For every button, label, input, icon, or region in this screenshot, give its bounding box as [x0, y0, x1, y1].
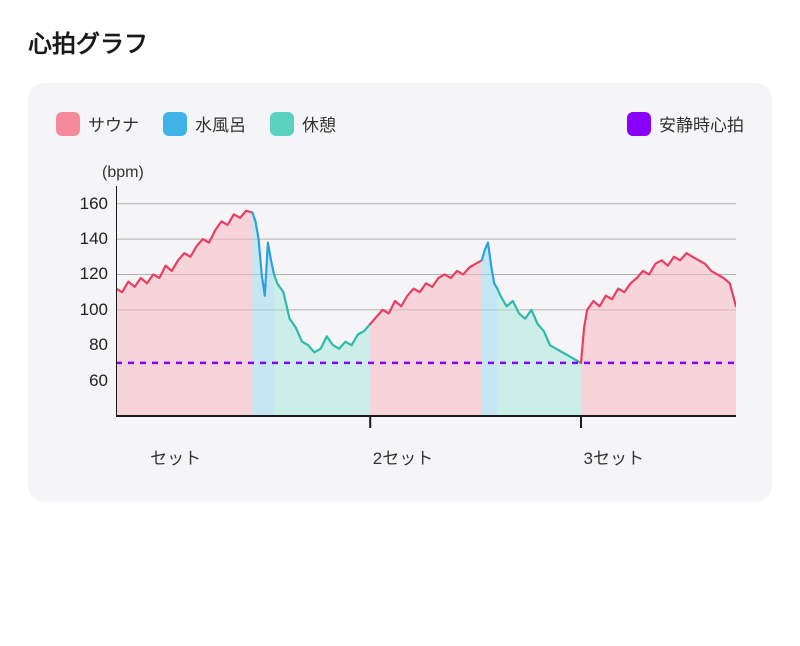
swatch-resting	[627, 112, 651, 136]
y-tick-label: 60	[89, 371, 108, 391]
legend-label-resting: 安静時心拍	[659, 111, 744, 136]
swatch-rest	[270, 112, 294, 136]
y-tick-label: 80	[89, 335, 108, 355]
y-tick-label: 120	[80, 264, 108, 284]
x-tick-label: 3セット	[584, 444, 644, 469]
y-tick-label: 140	[80, 229, 108, 249]
legend-label-sauna: サウナ	[88, 111, 139, 136]
x-tick-label: 2セット	[373, 444, 433, 469]
legend: サウナ 水風呂 休憩 安静時心拍	[56, 111, 744, 136]
legend-item-cold: 水風呂	[163, 111, 246, 136]
chart-svg	[116, 186, 736, 430]
legend-label-cold: 水風呂	[195, 111, 246, 136]
x-axis-ticks: セット 2セット 3セット	[116, 430, 736, 466]
legend-item-sauna: サウナ	[56, 111, 139, 136]
page-title: 心拍グラフ	[28, 24, 772, 59]
y-tick-label: 160	[80, 194, 108, 214]
legend-item-resting-hr: 安静時心拍	[627, 111, 744, 136]
swatch-sauna	[56, 112, 80, 136]
legend-label-rest: 休憩	[302, 111, 336, 136]
swatch-cold	[163, 112, 187, 136]
x-tick-label: セット	[150, 444, 201, 469]
chart-area: 60 80 100 120 140 160	[56, 186, 744, 430]
y-tick-label: 100	[80, 300, 108, 320]
legend-item-rest: 休憩	[270, 111, 336, 136]
y-axis-ticks: 60 80 100 120 140 160	[56, 186, 116, 416]
y-axis-unit: (bpm)	[102, 164, 744, 182]
chart-card: サウナ 水風呂 休憩 安静時心拍 (bpm) 6080100120140160 …	[28, 83, 772, 502]
plot-area	[116, 186, 744, 430]
